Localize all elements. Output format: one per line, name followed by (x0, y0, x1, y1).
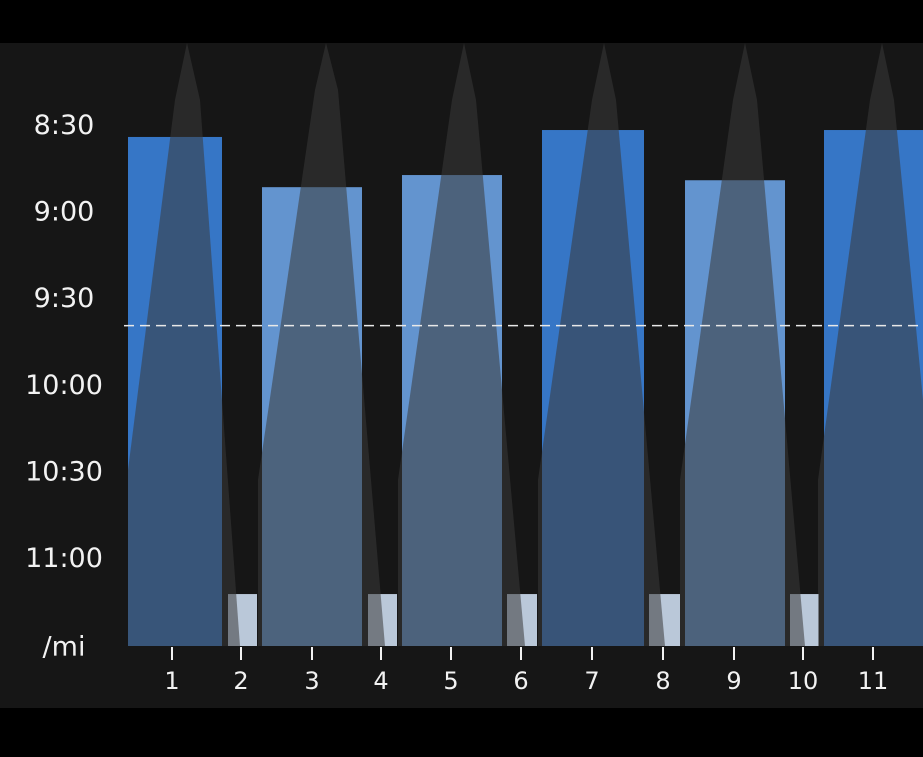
x-tick-label: 8 (655, 667, 670, 695)
x-tick-label: 3 (304, 667, 319, 695)
y-tick-label: 10:00 (25, 370, 103, 401)
y-tick-label: 9:00 (34, 197, 95, 228)
x-tick-label: 7 (584, 667, 599, 695)
x-tick-label: 11 (858, 667, 889, 695)
x-tick-label: 4 (373, 667, 388, 695)
y-tick-label: 9:30 (34, 283, 95, 314)
x-tick-label: 2 (233, 667, 248, 695)
x-tick-label: 1 (164, 667, 179, 695)
x-tick-label: 5 (443, 667, 458, 695)
x-tick-label: 6 (513, 667, 528, 695)
y-tick-label: 10:30 (25, 456, 103, 487)
y-tick-label: 8:30 (34, 110, 95, 141)
background-spikes (128, 43, 923, 646)
x-tick-label: 10 (788, 667, 819, 695)
y-tick-label: 11:00 (25, 543, 103, 574)
y-axis-label: /mi (43, 632, 86, 663)
x-tick-label: 9 (726, 667, 741, 695)
